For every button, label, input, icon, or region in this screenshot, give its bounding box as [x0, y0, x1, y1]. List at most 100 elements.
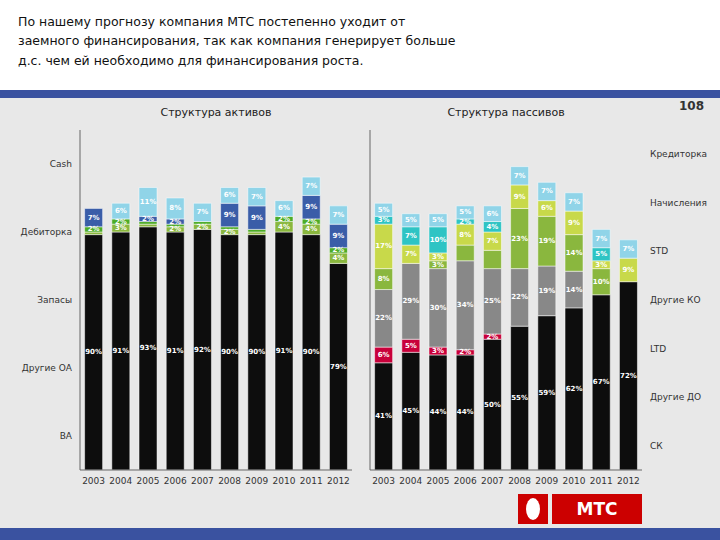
svg-text:91%: 91%: [276, 347, 293, 355]
svg-text:50%: 50%: [484, 401, 501, 409]
svg-text:8%: 8%: [459, 231, 471, 239]
svg-text:2012: 2012: [327, 476, 350, 486]
svg-text:6%: 6%: [224, 191, 236, 199]
svg-text:2%: 2%: [224, 228, 236, 236]
svg-text:2%: 2%: [278, 215, 290, 223]
svg-text:7%: 7%: [541, 187, 553, 195]
svg-text:7%: 7%: [196, 208, 208, 216]
svg-text:9%: 9%: [622, 266, 634, 274]
svg-text:3%: 3%: [432, 261, 444, 269]
svg-text:2%: 2%: [459, 348, 471, 356]
svg-text:9%: 9%: [332, 232, 344, 240]
svg-text:2006: 2006: [164, 476, 187, 486]
svg-text:22%: 22%: [375, 314, 392, 322]
svg-text:14%: 14%: [566, 249, 583, 257]
svg-text:44%: 44%: [457, 408, 474, 416]
svg-text:45%: 45%: [402, 407, 419, 415]
svg-text:2012: 2012: [617, 476, 640, 486]
svg-text:10%: 10%: [430, 236, 447, 244]
svg-text:6%: 6%: [115, 207, 127, 215]
svg-text:2%: 2%: [115, 218, 127, 226]
svg-text:2008: 2008: [218, 476, 241, 486]
svg-text:7%: 7%: [405, 250, 417, 258]
svg-text:3%: 3%: [432, 347, 444, 355]
svg-text:6%: 6%: [541, 204, 553, 212]
svg-text:5%: 5%: [405, 216, 417, 224]
svg-text:7%: 7%: [514, 172, 526, 180]
svg-text:7%: 7%: [568, 198, 580, 206]
svg-text:2%: 2%: [142, 215, 154, 223]
svg-text:30%: 30%: [430, 304, 447, 312]
svg-text:34%: 34%: [457, 301, 474, 309]
svg-text:59%: 59%: [538, 389, 555, 397]
svg-text:55%: 55%: [511, 394, 528, 402]
svg-text:2010: 2010: [563, 476, 586, 486]
svg-text:6%: 6%: [486, 210, 498, 218]
svg-text:6%: 6%: [378, 351, 390, 359]
svg-text:4%: 4%: [305, 225, 317, 233]
svg-text:7%: 7%: [305, 182, 317, 190]
svg-text:2%: 2%: [486, 333, 498, 341]
svg-text:7%: 7%: [622, 245, 634, 253]
svg-text:4%: 4%: [486, 223, 498, 231]
svg-text:3%: 3%: [378, 216, 390, 224]
svg-text:67%: 67%: [593, 378, 610, 386]
svg-text:9%: 9%: [568, 219, 580, 227]
svg-text:2%: 2%: [169, 225, 181, 233]
svg-text:2007: 2007: [481, 476, 504, 486]
svg-text:91%: 91%: [112, 347, 129, 355]
svg-text:90%: 90%: [248, 348, 265, 356]
svg-text:19%: 19%: [538, 287, 555, 295]
svg-text:10%: 10%: [593, 278, 610, 286]
svg-text:2011: 2011: [300, 476, 323, 486]
svg-text:90%: 90%: [221, 348, 238, 356]
svg-text:3%: 3%: [595, 261, 607, 269]
svg-text:25%: 25%: [484, 297, 501, 305]
svg-text:5%: 5%: [432, 216, 444, 224]
svg-text:93%: 93%: [140, 344, 157, 352]
svg-text:2%: 2%: [305, 218, 317, 226]
svg-text:2%: 2%: [459, 218, 471, 226]
svg-text:2003: 2003: [82, 476, 105, 486]
svg-text:2%: 2%: [196, 223, 208, 231]
svg-text:6%: 6%: [278, 204, 290, 212]
svg-text:2004: 2004: [399, 476, 422, 486]
svg-text:2005: 2005: [427, 476, 450, 486]
svg-text:8%: 8%: [169, 204, 181, 212]
svg-text:9%: 9%: [514, 193, 526, 201]
svg-text:2007: 2007: [191, 476, 214, 486]
svg-text:17%: 17%: [375, 242, 392, 250]
svg-text:8%: 8%: [378, 275, 390, 283]
svg-text:22%: 22%: [511, 293, 528, 301]
svg-text:7%: 7%: [88, 214, 100, 222]
svg-text:5%: 5%: [459, 208, 471, 216]
svg-text:7%: 7%: [332, 211, 344, 219]
svg-text:91%: 91%: [167, 347, 184, 355]
svg-text:72%: 72%: [620, 372, 637, 380]
svg-text:62%: 62%: [566, 385, 583, 393]
svg-text:2009: 2009: [535, 476, 558, 486]
svg-text:9%: 9%: [224, 211, 236, 219]
svg-text:2009: 2009: [245, 476, 268, 486]
svg-text:19%: 19%: [538, 237, 555, 245]
svg-text:2004: 2004: [109, 476, 132, 486]
svg-text:2003: 2003: [372, 476, 395, 486]
svg-text:2011: 2011: [590, 476, 613, 486]
svg-text:3%: 3%: [432, 253, 444, 261]
svg-text:79%: 79%: [330, 363, 347, 371]
svg-text:2006: 2006: [454, 476, 477, 486]
svg-text:4%: 4%: [332, 254, 344, 262]
svg-text:29%: 29%: [402, 297, 419, 305]
svg-text:2%: 2%: [332, 246, 344, 254]
svg-text:2008: 2008: [508, 476, 531, 486]
svg-text:7%: 7%: [251, 193, 263, 201]
svg-text:2%: 2%: [88, 225, 100, 233]
svg-text:41%: 41%: [375, 412, 392, 420]
svg-text:90%: 90%: [85, 348, 102, 356]
svg-text:7%: 7%: [595, 235, 607, 243]
svg-text:2%: 2%: [169, 218, 181, 226]
svg-text:90%: 90%: [303, 348, 320, 356]
svg-text:14%: 14%: [566, 286, 583, 294]
svg-text:7%: 7%: [486, 237, 498, 245]
svg-text:11%: 11%: [140, 198, 157, 206]
